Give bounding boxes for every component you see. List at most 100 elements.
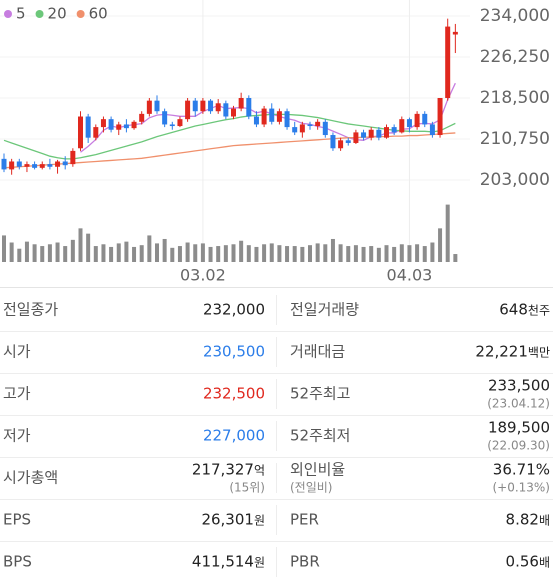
- candle-body: [376, 129, 382, 138]
- candle-body: [223, 103, 229, 117]
- volume-bar: [63, 246, 68, 262]
- volume-bar: [285, 246, 290, 262]
- cell-unit: 배: [539, 514, 550, 528]
- candle-body: [246, 98, 252, 117]
- volume-bar: [2, 235, 6, 262]
- ma-line: [80, 82, 456, 153]
- candle-body: [391, 127, 397, 133]
- volume-bar: [86, 233, 91, 262]
- candle-body: [330, 135, 336, 149]
- cell-value: 232,500: [203, 385, 265, 403]
- volume-bar: [323, 244, 328, 262]
- candle-body: [307, 124, 313, 127]
- cell-value: 411,514: [192, 553, 254, 571]
- candle-body: [139, 113, 145, 122]
- legend-label: 5: [16, 5, 26, 23]
- volume-bar: [200, 243, 205, 262]
- volume-bar: [453, 254, 458, 262]
- cell-value: 648: [499, 301, 528, 319]
- candle-body: [185, 100, 191, 120]
- volume-bar: [132, 246, 137, 262]
- volume-bar: [185, 242, 190, 262]
- candle-body: [16, 161, 22, 167]
- candle-body: [353, 132, 359, 143]
- candle-body: [437, 98, 443, 136]
- volume-bar: [338, 244, 343, 262]
- candle-body: [406, 119, 412, 128]
- candle-body: [162, 111, 168, 125]
- candle-body: [200, 100, 206, 112]
- x-tick-label: 03.02: [180, 266, 226, 285]
- candle-body: [452, 31, 458, 35]
- candle-body: [215, 103, 221, 112]
- candle-body: [78, 116, 83, 149]
- candle-body: [208, 100, 214, 112]
- volume-bar: [353, 245, 358, 262]
- candle-body: [55, 161, 61, 167]
- candle-body: [261, 108, 267, 125]
- candle-body: [384, 127, 389, 138]
- candle-body: [100, 119, 106, 128]
- cell-sub: (15위): [229, 481, 265, 495]
- volume-bar: [208, 246, 213, 262]
- volume-bar: [254, 246, 259, 262]
- volume-bar: [292, 246, 297, 262]
- candle-body: [253, 116, 259, 125]
- volume-bar: [139, 245, 144, 262]
- cell-unit: 원: [254, 514, 265, 528]
- candle-body: [1, 158, 7, 170]
- legend-swatch: [76, 10, 85, 18]
- x-tick-label: 04.03: [387, 266, 433, 285]
- candle-body: [62, 161, 68, 166]
- cell-unit: 배: [539, 556, 550, 570]
- volume-bar: [308, 245, 312, 262]
- volume-bar: [155, 243, 159, 262]
- candle-body: [85, 116, 91, 138]
- cell-value: 189,500: [488, 419, 550, 437]
- cell-label: 전일종가: [3, 301, 58, 319]
- candle-body: [93, 127, 99, 138]
- volume-bar: [399, 244, 404, 262]
- volume-bar: [216, 246, 221, 262]
- candle-body: [39, 164, 45, 168]
- volume-bar: [300, 246, 305, 262]
- volume-bar: [445, 204, 450, 262]
- candle-body: [361, 132, 367, 138]
- y-tick-label: 210,750: [480, 129, 550, 149]
- volume-bar: [231, 244, 236, 262]
- cell-label: 52주최저: [290, 427, 351, 445]
- candle-body: [315, 121, 321, 127]
- candle-body: [429, 124, 435, 136]
- cell-value: 8.82: [506, 511, 539, 529]
- candle-body: [169, 124, 175, 127]
- cell-label: PBR: [290, 553, 320, 571]
- candle-body: [70, 150, 76, 165]
- volume-bar: [9, 242, 14, 262]
- candle-body: [284, 111, 290, 128]
- cell-value: 230,500: [203, 343, 265, 361]
- volume-bar: [47, 244, 52, 262]
- volume-bar: [70, 239, 75, 262]
- candle-body: [24, 164, 30, 167]
- cell-label: 전일거래량: [290, 301, 359, 319]
- cell-sub: (23.04.12): [487, 397, 550, 411]
- volume-bar: [430, 242, 435, 262]
- volume-bar: [330, 238, 335, 262]
- volume-bar: [24, 241, 29, 262]
- volume-bar: [55, 242, 60, 262]
- volume-bar: [101, 244, 106, 262]
- cell-value: 233,500: [488, 377, 550, 395]
- volume-bar: [78, 228, 83, 262]
- volume-bar: [392, 246, 397, 262]
- cell-label: 고가: [3, 385, 31, 403]
- legend-label: 60: [89, 5, 108, 23]
- volume-bar: [162, 238, 167, 262]
- candle-body: [131, 121, 137, 129]
- cell-sub: (+0.13%): [492, 481, 550, 495]
- candle-body: [299, 124, 305, 133]
- y-tick-label: 226,250: [480, 47, 550, 67]
- y-tick-label: 218,500: [480, 88, 550, 108]
- cell-value: 232,000: [203, 301, 265, 319]
